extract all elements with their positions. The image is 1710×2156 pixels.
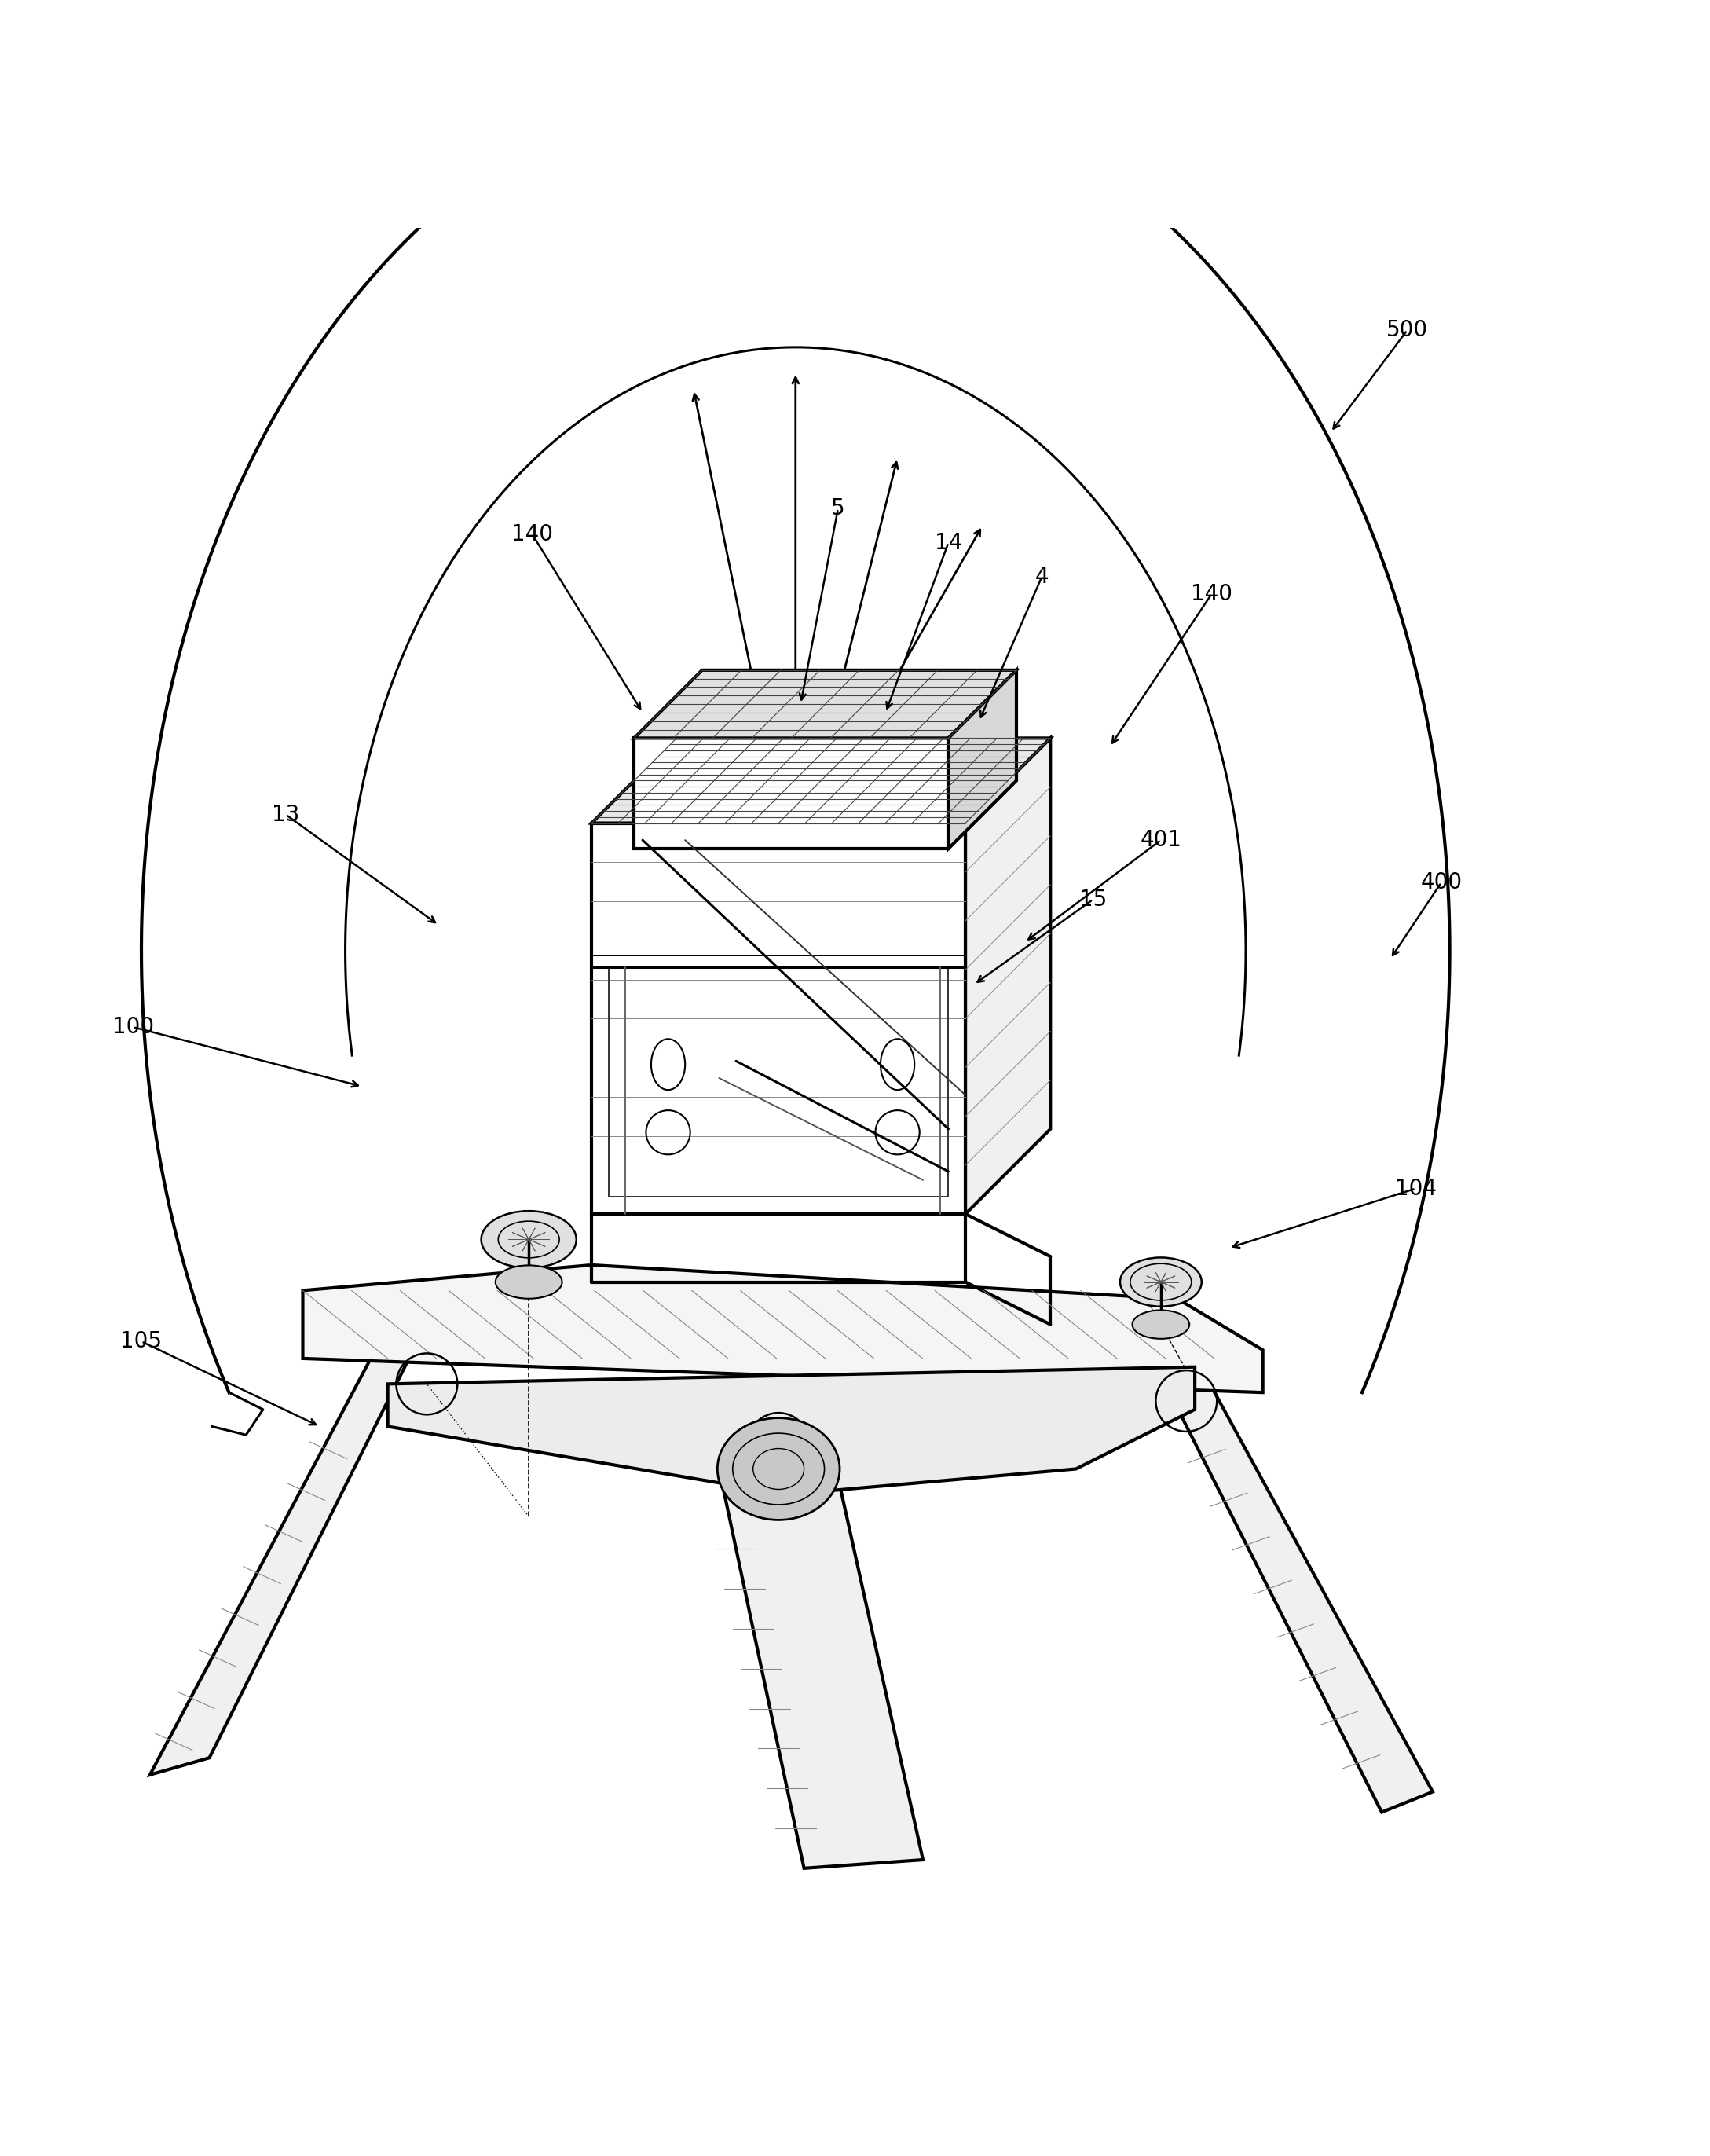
- Polygon shape: [592, 824, 966, 1214]
- Ellipse shape: [718, 1419, 840, 1520]
- Polygon shape: [949, 671, 1016, 849]
- Text: 140: 140: [511, 524, 552, 545]
- Text: 15: 15: [1079, 888, 1106, 910]
- Ellipse shape: [481, 1212, 576, 1268]
- Text: 400: 400: [1421, 871, 1462, 893]
- Text: 13: 13: [272, 804, 299, 826]
- Polygon shape: [303, 1266, 1262, 1393]
- Polygon shape: [1161, 1376, 1433, 1813]
- Text: 500: 500: [1387, 319, 1428, 341]
- Polygon shape: [720, 1468, 923, 1869]
- Text: 100: 100: [113, 1015, 154, 1037]
- Polygon shape: [966, 737, 1050, 1214]
- Polygon shape: [388, 1367, 1195, 1494]
- Polygon shape: [150, 1350, 414, 1774]
- Text: 105: 105: [121, 1330, 162, 1352]
- Ellipse shape: [1120, 1257, 1202, 1307]
- Ellipse shape: [1132, 1311, 1190, 1339]
- Text: 5: 5: [831, 498, 845, 520]
- Text: 140: 140: [1190, 582, 1233, 604]
- Ellipse shape: [496, 1266, 563, 1298]
- Text: 401: 401: [1141, 830, 1182, 852]
- Text: 104: 104: [1395, 1177, 1436, 1199]
- Text: 4: 4: [1035, 565, 1048, 589]
- Text: 14: 14: [935, 533, 963, 554]
- Polygon shape: [634, 737, 949, 849]
- Polygon shape: [634, 671, 1016, 737]
- Polygon shape: [592, 737, 1050, 824]
